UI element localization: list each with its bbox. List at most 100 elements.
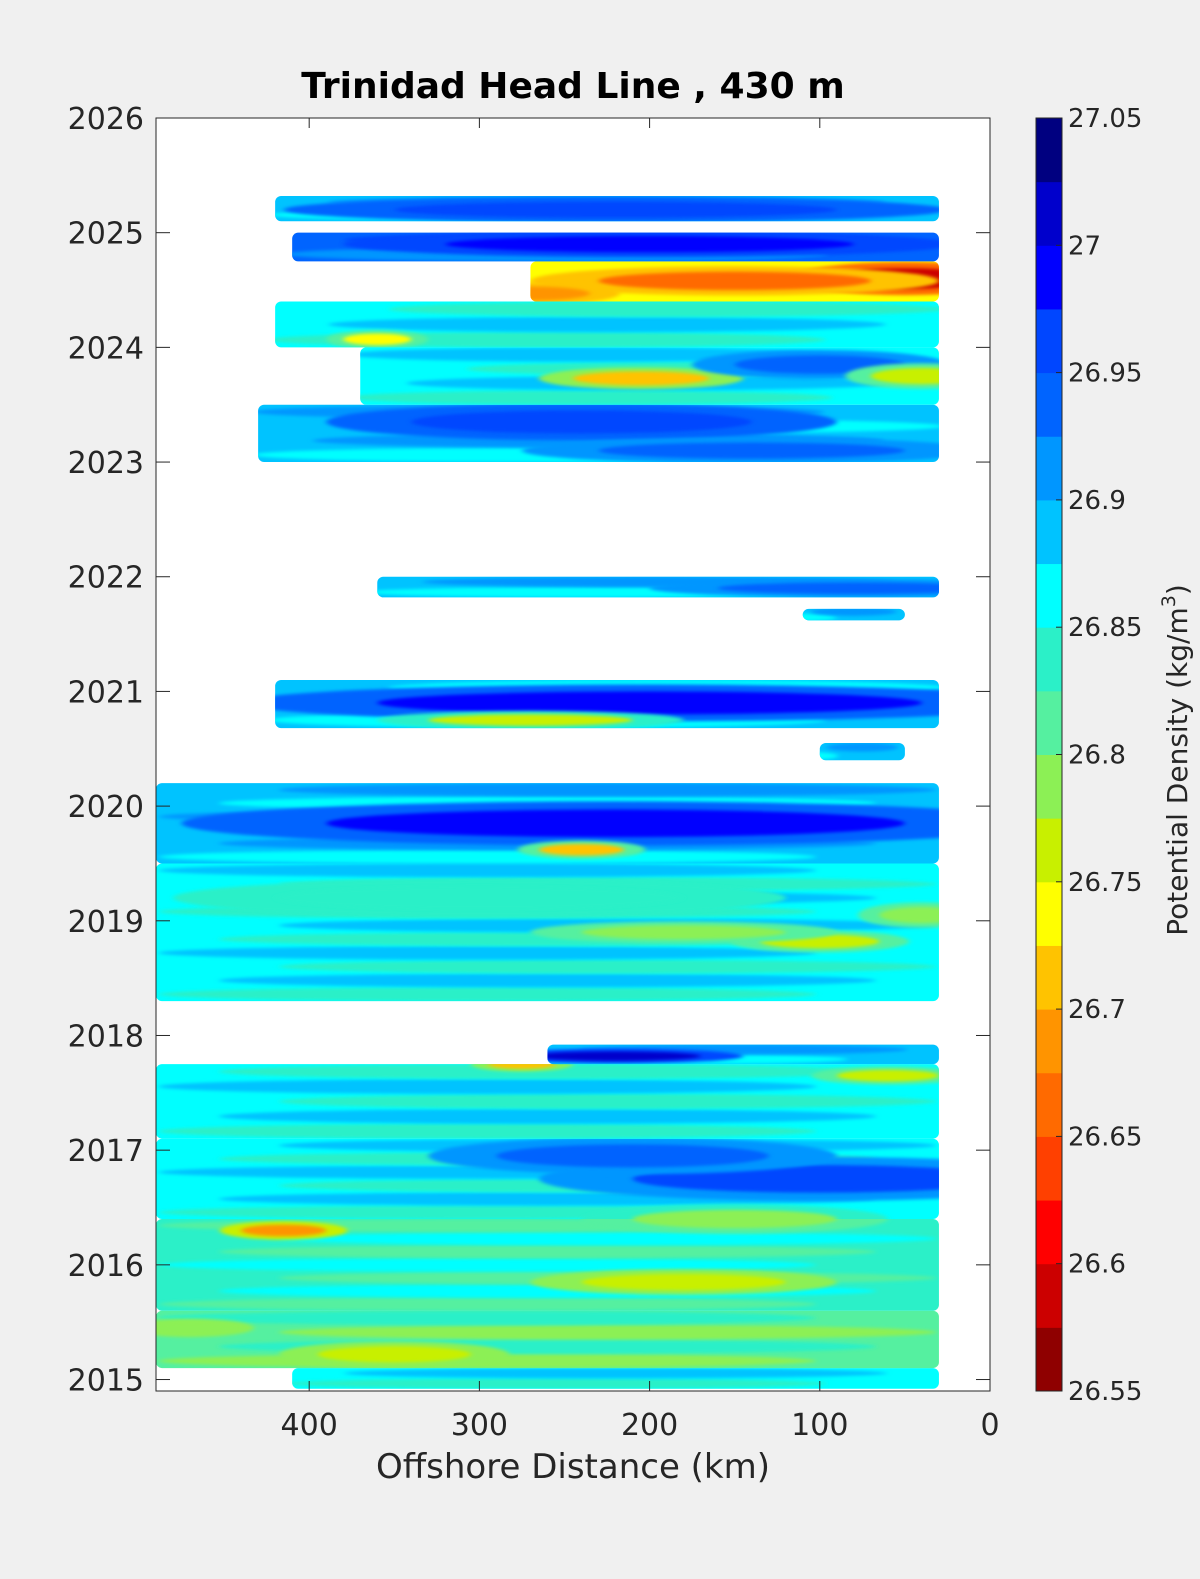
contour-core bbox=[411, 410, 752, 434]
colorbar-tick-label: 26.6 bbox=[1068, 1250, 1126, 1280]
contour-streak bbox=[278, 1232, 937, 1246]
y-tick-label: 2020 bbox=[68, 790, 144, 825]
colorbar-step bbox=[1036, 499, 1062, 565]
contour-streak bbox=[158, 1297, 817, 1311]
band-features bbox=[377, 576, 939, 598]
contour-streak bbox=[218, 973, 877, 988]
band-features bbox=[802, 608, 897, 621]
colorbar-step bbox=[1036, 181, 1062, 246]
contour-core bbox=[487, 1064, 556, 1069]
chart-title: Trinidad Head Line , 430 m bbox=[301, 66, 844, 107]
band-features bbox=[156, 1310, 937, 1369]
contour-core bbox=[343, 333, 412, 346]
y-axis: 2015 2016 2017 2018 2019 2020 2021 2022 2023 2024… bbox=[68, 102, 990, 1399]
contour-core bbox=[717, 582, 939, 594]
y-tick-label: 2023 bbox=[68, 446, 144, 481]
colorbar-step bbox=[1036, 1136, 1062, 1201]
contour-halo bbox=[470, 1064, 574, 1072]
x-axis: 400 300 200 100 0 bbox=[281, 118, 1000, 1443]
contour-core bbox=[156, 1322, 233, 1334]
data-band bbox=[530, 261, 939, 302]
contour-streak bbox=[158, 1258, 817, 1272]
colorbar-tick-label: 26.85 bbox=[1068, 613, 1142, 643]
colorbar-label: Potential Density (kg/m3) bbox=[1158, 584, 1194, 936]
y-tick-label: 2015 bbox=[68, 1364, 144, 1399]
x-tick-label: 200 bbox=[621, 1408, 678, 1443]
contour-core bbox=[598, 271, 871, 291]
contour-core bbox=[573, 371, 710, 386]
contour-streak bbox=[810, 608, 897, 616]
data-band bbox=[156, 783, 939, 864]
contour-core bbox=[428, 714, 633, 726]
contour-streak bbox=[328, 316, 886, 333]
contour-core bbox=[317, 1346, 471, 1363]
data-band bbox=[802, 608, 905, 621]
colorbar-step bbox=[1036, 308, 1062, 374]
contour-streak bbox=[158, 1079, 817, 1094]
contour-streak bbox=[218, 1108, 877, 1124]
contour-halo bbox=[581, 1218, 888, 1234]
data-band bbox=[156, 1310, 939, 1369]
colorbar-tick-label: 26.95 bbox=[1068, 359, 1142, 389]
y-tick-label: 2021 bbox=[68, 675, 144, 710]
contour-streak bbox=[158, 946, 817, 960]
colorbar-step bbox=[1036, 118, 1062, 183]
contour-streak bbox=[158, 1123, 817, 1139]
colorbar-step bbox=[1036, 945, 1062, 1010]
contour-streak bbox=[292, 1378, 828, 1389]
band-features bbox=[158, 1138, 939, 1219]
colorbar-step bbox=[1036, 563, 1062, 628]
data-band bbox=[275, 301, 939, 348]
colorbar-tick-label: 27.05 bbox=[1068, 104, 1142, 134]
data-band bbox=[275, 195, 939, 222]
colorbar-tick-label: 26.55 bbox=[1068, 1377, 1142, 1407]
colorbar-tick-label: 27 bbox=[1068, 231, 1101, 261]
band-features bbox=[275, 301, 939, 348]
contour-core bbox=[496, 1144, 769, 1168]
contour-streak bbox=[218, 1245, 877, 1259]
data-band bbox=[156, 1218, 939, 1311]
colorbar-step bbox=[1036, 1200, 1062, 1265]
colorbar-label-text: Potential Density (kg/m bbox=[1161, 607, 1194, 936]
contour-halo bbox=[581, 1204, 888, 1219]
x-tick-label: 300 bbox=[451, 1408, 508, 1443]
contour-core bbox=[538, 843, 625, 856]
data-band bbox=[156, 863, 939, 1002]
contour-core bbox=[377, 691, 922, 715]
band-features bbox=[275, 195, 939, 222]
band-features bbox=[158, 1064, 939, 1139]
contour-streak bbox=[278, 959, 937, 974]
colorbar-tick-label: 26.65 bbox=[1068, 1122, 1142, 1152]
y-tick-label: 2026 bbox=[68, 102, 144, 137]
band-features bbox=[158, 1218, 937, 1311]
contour-streak bbox=[158, 1310, 817, 1326]
data-band bbox=[156, 1064, 939, 1139]
colorbar-tick-label: 26.7 bbox=[1068, 995, 1126, 1025]
colorbar-step bbox=[1036, 1009, 1062, 1074]
band-features bbox=[158, 783, 939, 864]
contour-core bbox=[632, 1209, 837, 1219]
contour-core bbox=[394, 201, 837, 218]
colorbar-label-close: ) bbox=[1161, 584, 1194, 595]
contour-streak bbox=[158, 987, 817, 1002]
contour-streak bbox=[343, 1368, 888, 1379]
contour-core bbox=[241, 1224, 327, 1237]
contour-streak bbox=[388, 301, 939, 317]
contour-core bbox=[530, 286, 591, 301]
band-features bbox=[360, 347, 939, 405]
data-band bbox=[156, 1138, 939, 1219]
contour-core bbox=[445, 236, 854, 253]
y-tick-label: 2025 bbox=[68, 217, 144, 252]
band-features bbox=[292, 232, 939, 262]
contour-streak bbox=[278, 1093, 937, 1109]
data-band bbox=[377, 576, 939, 598]
x-tick-label: 400 bbox=[281, 1408, 338, 1443]
colorbar-step bbox=[1036, 818, 1062, 883]
band-features bbox=[158, 863, 939, 1002]
contour-core bbox=[632, 1218, 837, 1229]
band-features bbox=[258, 404, 939, 463]
data-band bbox=[258, 404, 939, 463]
colorbar-step bbox=[1036, 372, 1062, 437]
